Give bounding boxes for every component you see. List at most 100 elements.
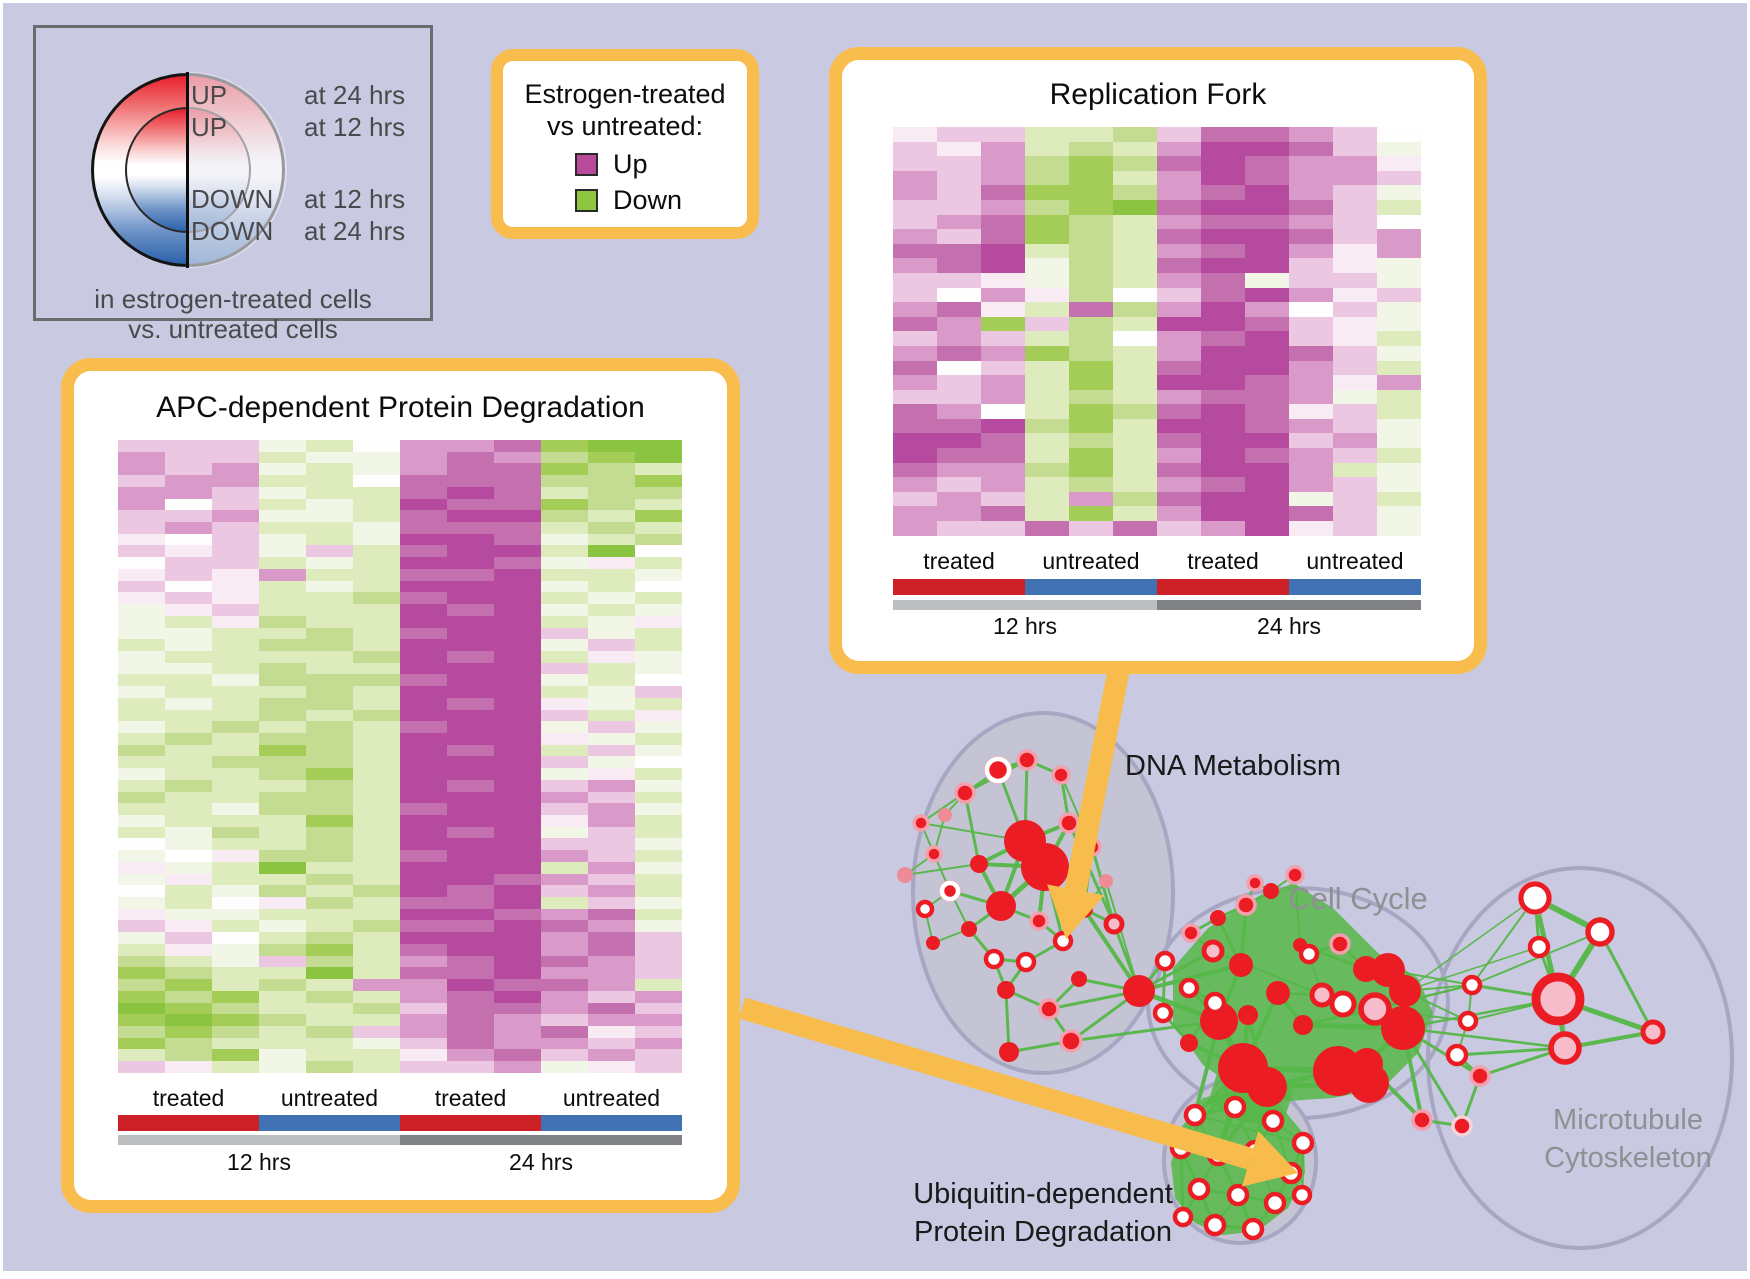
gene-node-ring-white — [1461, 974, 1483, 996]
heatmap-cell — [118, 662, 165, 675]
heatmap-cell — [494, 920, 541, 933]
heatmap-cell — [1157, 506, 1201, 522]
gene-node-pinkrim — [912, 814, 930, 832]
gene-node-ring-white — [1518, 881, 1552, 915]
heatmap-cell — [494, 650, 541, 663]
heatmap-cell — [1113, 418, 1157, 434]
heatmap-cell — [118, 943, 165, 956]
heatmap-cell — [494, 850, 541, 862]
heatmap-cell — [259, 803, 306, 815]
heatmap-cell — [1377, 418, 1421, 434]
gene-node-pinkrim — [1285, 865, 1305, 885]
heatmap-cell — [1289, 170, 1333, 186]
heatmap-cell — [1333, 375, 1377, 390]
heatmap-cell — [165, 756, 212, 769]
heatmap-cell — [259, 440, 306, 452]
heatmap-cell — [937, 477, 981, 492]
heatmap-cell — [212, 732, 259, 745]
cluster-label-dna-metabolism: DNA Metabolism — [1125, 750, 1341, 782]
heatmap-cell — [259, 1002, 306, 1015]
heatmap-cell — [1113, 287, 1157, 303]
heatmap-cell — [165, 779, 212, 792]
heatmap-cell — [541, 475, 588, 487]
heatmap-cell — [981, 418, 1025, 434]
heatmap-cell — [1025, 389, 1069, 405]
heatmap-cell — [165, 1049, 212, 1062]
heatmap-cell — [1201, 199, 1245, 215]
heatmap-cell — [937, 258, 981, 273]
heatmap-cell — [212, 697, 259, 710]
gene-node-ring-white — [1154, 950, 1176, 972]
heatmap-cell — [541, 662, 588, 675]
gene-node-ring-pinkcore — [1531, 972, 1585, 1026]
heatmap-cell — [1069, 477, 1113, 492]
heatmap-cell — [893, 375, 937, 390]
estrogen-legend-title-line2: vs untreated: — [546, 111, 704, 141]
heatmap-cell — [259, 791, 306, 804]
heatmap-cell — [1157, 345, 1201, 361]
heatmap-cell — [400, 475, 447, 487]
gene-node-solid — [1263, 883, 1279, 899]
gene-node-ring-white — [1298, 943, 1320, 965]
heatmap-cell — [1069, 418, 1113, 434]
gene-node-solid — [1389, 975, 1421, 1007]
heatmap-cell — [893, 229, 937, 244]
heatmap-cell — [893, 477, 937, 492]
rf-group-untreated-12: untreated — [1042, 548, 1140, 574]
heatmap-cell — [1289, 448, 1333, 463]
heatmap-cell — [1289, 214, 1333, 230]
heatmap-cell — [635, 885, 682, 898]
heatmap-cell — [306, 908, 353, 921]
heatmap-cell — [353, 990, 400, 1003]
heatmap-cell — [447, 533, 494, 546]
heatmap-cell — [588, 557, 635, 569]
heatmap-cell — [1025, 243, 1069, 259]
heatmap-cell — [353, 463, 400, 476]
heatmap-cell — [541, 732, 588, 745]
heatmap-cell — [1245, 389, 1289, 405]
gene-node-ring-white — [1152, 1002, 1174, 1024]
heatmap-cell — [353, 568, 400, 581]
heatmap-cell — [541, 861, 588, 874]
heatmap-cell — [259, 592, 306, 605]
heatmap-cell — [447, 592, 494, 605]
heatmap-cell — [306, 791, 353, 804]
gene-node-pinkrim — [1246, 874, 1264, 892]
heatmap-cell — [306, 545, 353, 558]
heatmap-cell — [541, 897, 588, 909]
heatmap-cell — [588, 697, 635, 710]
heatmap-cell — [635, 756, 682, 769]
heatmap-cell — [447, 1025, 494, 1038]
heatmap-cell — [400, 604, 447, 616]
heatmap-cell — [981, 462, 1025, 478]
heatmap-cell — [893, 156, 937, 171]
gene-node-solid — [986, 891, 1016, 921]
heatmap-cell — [447, 885, 494, 898]
heatmap-cell — [306, 440, 353, 452]
heatmap-cell — [212, 545, 259, 558]
heatmap-cell — [212, 615, 259, 628]
heatmap-cell — [1377, 229, 1421, 244]
heatmap-cell — [1025, 491, 1069, 507]
gene-node-solid — [1210, 910, 1226, 926]
heatmap-cell — [1201, 433, 1245, 449]
heatmap-cell — [1113, 214, 1157, 230]
heatmap-cell — [494, 861, 541, 874]
heatmap-cell — [1025, 360, 1069, 376]
heatmap-cell — [981, 375, 1025, 390]
heatmap-cell — [306, 709, 353, 722]
apc-group-untreated-24: untreated — [562, 1085, 661, 1111]
network-edge — [963, 791, 981, 866]
legend-down-24-time: at 24 hrs — [304, 216, 406, 246]
heatmap-cell — [494, 522, 541, 534]
heatmap-cell — [494, 627, 541, 640]
heatmap-cell — [541, 943, 588, 956]
heatmap-cell — [118, 580, 165, 593]
heatmap-cell — [635, 1037, 682, 1050]
heatmap-cell — [1333, 521, 1377, 536]
heatmap-cell — [937, 302, 981, 317]
legend-down-12-time: at 12 hrs — [304, 184, 406, 214]
heatmap-cell — [494, 486, 541, 499]
replication-fork-heatmap — [893, 127, 1421, 536]
heatmap-cell — [1157, 258, 1201, 273]
